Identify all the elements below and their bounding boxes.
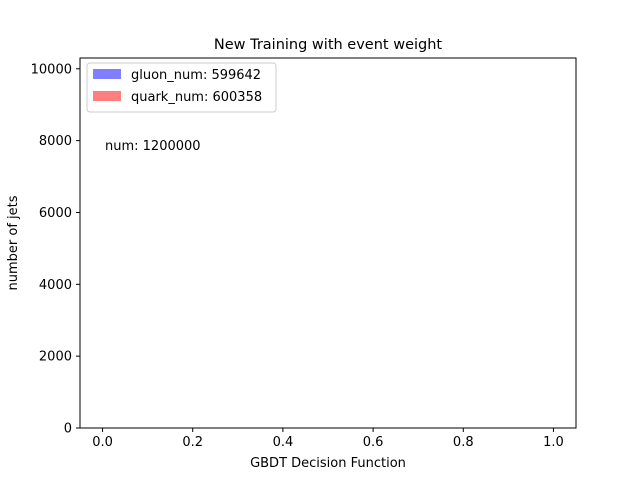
y-tick-label: 0 [64,422,72,437]
legend-label-quark: quark_num: 600358 [131,90,262,105]
legend: gluon_num: 599642 quark_num: 600358 [87,63,276,112]
x-tick-label: 0.2 [182,435,203,450]
y-axis: 0 2000 4000 6000 8000 10000 [31,62,80,436]
total-count-annotation: num: 1200000 [105,139,201,154]
y-tick-label: 4000 [39,278,72,293]
chart-title: New Training with event weight [214,37,443,53]
y-tick-label: 6000 [39,206,72,221]
x-tick-label: 0.4 [273,435,294,450]
legend-label-gluon: gluon_num: 599642 [131,68,261,83]
x-tick-label: 0.8 [453,435,474,450]
legend-swatch-gluon [93,69,121,79]
x-tick-label: 0.0 [92,435,113,450]
x-tick-label: 1.0 [543,435,564,450]
y-axis-label: number of jets [6,195,21,290]
y-tick-label: 10000 [31,62,72,77]
y-tick-label: 2000 [39,350,72,365]
plot-frame [80,58,576,428]
x-axis: 0.0 0.2 0.4 0.6 0.8 1.0 [92,428,564,450]
x-tick-label: 0.6 [363,435,384,450]
legend-swatch-quark [93,91,121,101]
y-tick-label: 8000 [39,134,72,149]
x-axis-label: GBDT Decision Function [250,456,406,471]
